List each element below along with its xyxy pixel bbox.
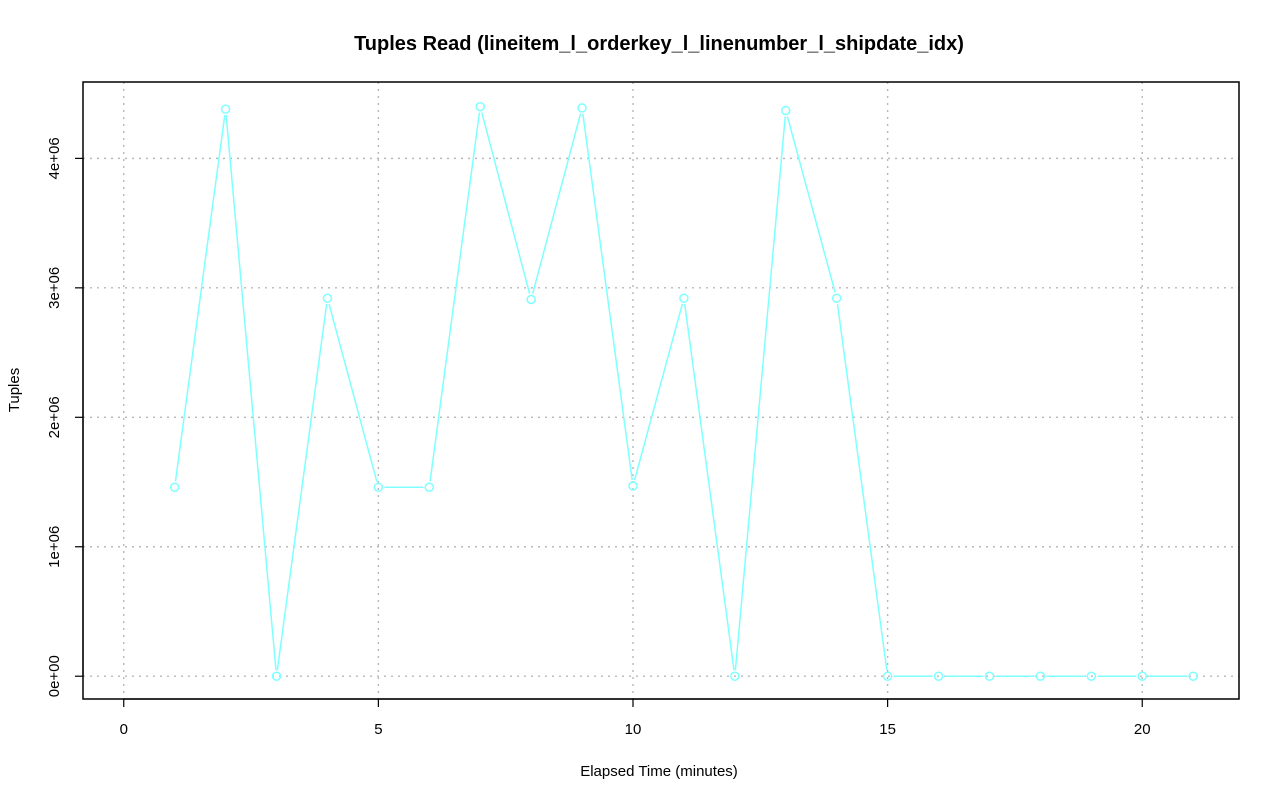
series-line-segment [582,113,633,481]
data-point [322,293,333,303]
data-point [577,103,587,113]
data-point [373,482,384,492]
data-point [1188,671,1198,681]
data-point [526,294,536,305]
data-point [220,104,231,114]
data-point [882,671,893,681]
data-point [984,671,995,681]
series-line-segment [633,303,684,481]
x-axis-label: Elapsed Time (minutes) [580,763,738,780]
series-line-segment [683,304,735,671]
data-point [424,482,435,492]
data-point [1035,671,1046,681]
plot-frame [82,81,1240,700]
data-point [169,482,180,492]
series-line-segment [836,304,888,671]
chart-title: Tuples Read (lineitem_l_orderkey_l_linen… [354,33,964,55]
data-point [475,101,485,112]
y-axis-label: Tuples [6,368,23,412]
y-tick-label: 1e+06 [46,526,63,568]
y-axis: 0e+00 1e+06 2e+06 3e+06 4e+06 [46,137,84,697]
data-point [781,105,791,116]
x-tick-label: 10 [625,721,642,738]
data-point [628,481,638,491]
series-line-segment [174,115,226,482]
data-series [169,101,1198,681]
data-point [831,293,842,303]
x-tick-label: 0 [120,721,128,738]
series-line-segment [429,112,481,482]
x-tick-label: 20 [1134,721,1151,738]
data-point [679,293,689,303]
x-tick-label: 5 [374,721,382,738]
series-line-segment [481,112,531,294]
series-line-segment [786,116,836,293]
series-line-segment [734,116,786,671]
x-axis: 0 5 10 15 20 [120,698,1151,738]
grid [83,82,1239,699]
data-point [1086,671,1097,681]
series-line-segment [276,304,328,671]
y-tick-label: 4e+06 [46,137,63,179]
data-point [1137,671,1147,681]
y-tick-label: 0e+00 [46,655,63,697]
series-line-segment [225,115,277,671]
series-line-segment [531,113,582,294]
y-tick-label: 3e+06 [46,267,63,309]
y-tick-label: 2e+06 [46,396,63,438]
x-tick-label: 15 [879,721,896,738]
data-point [933,671,944,681]
series-line-segment [328,303,378,482]
data-point [271,671,282,681]
data-point [730,671,740,681]
